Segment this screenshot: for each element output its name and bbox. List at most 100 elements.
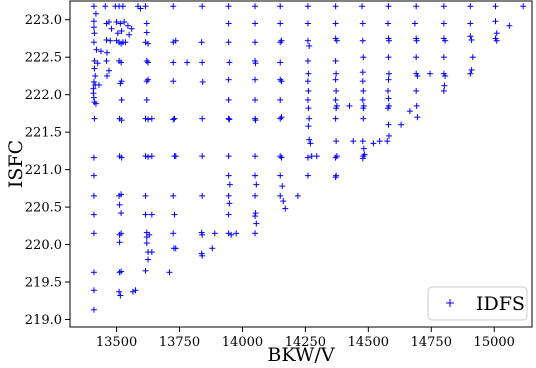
data-point (122, 39, 129, 46)
data-point (92, 72, 99, 79)
data-point (116, 288, 123, 295)
data-point (170, 116, 177, 123)
data-point (121, 18, 128, 25)
data-point (104, 49, 111, 56)
data-point (132, 287, 139, 294)
data-point (385, 3, 392, 10)
data-point (226, 59, 233, 66)
data-point (106, 18, 113, 25)
x-tick-label: 13500 (96, 335, 137, 350)
data-point (252, 3, 259, 10)
data-point (359, 69, 366, 76)
data-point (442, 37, 449, 44)
data-point (427, 70, 434, 77)
data-point (492, 18, 499, 25)
data-point (277, 39, 284, 46)
data-point (129, 288, 136, 295)
data-point (252, 230, 259, 237)
data-point (118, 210, 125, 217)
data-point (143, 29, 150, 36)
data-point (305, 123, 312, 130)
data-point (225, 211, 232, 218)
data-point (172, 245, 179, 252)
data-point (225, 192, 232, 199)
data-point (199, 231, 206, 238)
data-point (304, 20, 311, 27)
data-point (184, 59, 191, 66)
data-point (304, 3, 311, 10)
data-point (467, 20, 474, 27)
data-point (114, 30, 121, 37)
data-point (305, 70, 312, 77)
data-point (199, 115, 206, 122)
data-point (118, 27, 125, 34)
data-point (313, 153, 320, 160)
data-point (142, 267, 149, 274)
data-point (468, 36, 475, 43)
data-point (294, 192, 301, 199)
x-axis-label: BKW/V (267, 344, 334, 366)
data-point (171, 211, 178, 218)
data-point (142, 192, 149, 199)
data-point (253, 220, 260, 227)
data-point (360, 145, 367, 152)
data-point (90, 78, 97, 85)
data-point (332, 96, 339, 103)
data-point (413, 37, 420, 44)
data-point (304, 96, 311, 103)
data-point (277, 59, 284, 66)
data-point (148, 211, 155, 218)
data-point (103, 36, 110, 43)
data-point (142, 115, 149, 122)
data-point (385, 132, 392, 139)
legend: IDFS (427, 286, 528, 321)
data-point (332, 115, 339, 122)
data-point (90, 94, 97, 101)
data-point (360, 87, 367, 94)
data-point (385, 121, 392, 128)
data-point (143, 78, 150, 85)
data-point (226, 181, 233, 188)
data-point (90, 192, 97, 199)
legend-marker (446, 299, 454, 307)
data-point (145, 40, 152, 47)
data-point (90, 90, 97, 97)
data-point (90, 230, 97, 237)
data-point (277, 76, 284, 83)
data-point (277, 115, 284, 122)
data-point (102, 3, 109, 10)
data-point (145, 153, 152, 160)
data-point (332, 3, 339, 10)
data-point (307, 140, 314, 147)
x-axis-ticks: 13500 13750 14000 14250 14500 14750 15000 (96, 327, 515, 350)
data-point (304, 57, 311, 64)
data-point (145, 116, 152, 123)
data-point (198, 39, 205, 46)
data-point (252, 76, 259, 83)
data-point (492, 3, 499, 10)
data-point (406, 108, 413, 115)
data-point (333, 37, 340, 44)
data-point (148, 153, 155, 160)
data-point (171, 115, 178, 122)
y-axis-label: ISFC (5, 140, 27, 188)
data-point (91, 65, 98, 72)
data-point (414, 114, 421, 121)
data-point (145, 256, 152, 263)
data-point (166, 269, 173, 276)
data-point (128, 25, 135, 32)
data-point (252, 172, 259, 179)
data-point (199, 3, 206, 10)
data-point (305, 105, 312, 112)
data-point (277, 3, 284, 10)
data-point (90, 18, 97, 25)
data-point (142, 3, 149, 10)
data-point (90, 39, 97, 46)
data-point (252, 115, 259, 122)
data-point (413, 102, 420, 109)
data-point (145, 76, 152, 83)
data-point (143, 20, 150, 27)
data-point (148, 115, 155, 122)
data-point (306, 136, 313, 143)
